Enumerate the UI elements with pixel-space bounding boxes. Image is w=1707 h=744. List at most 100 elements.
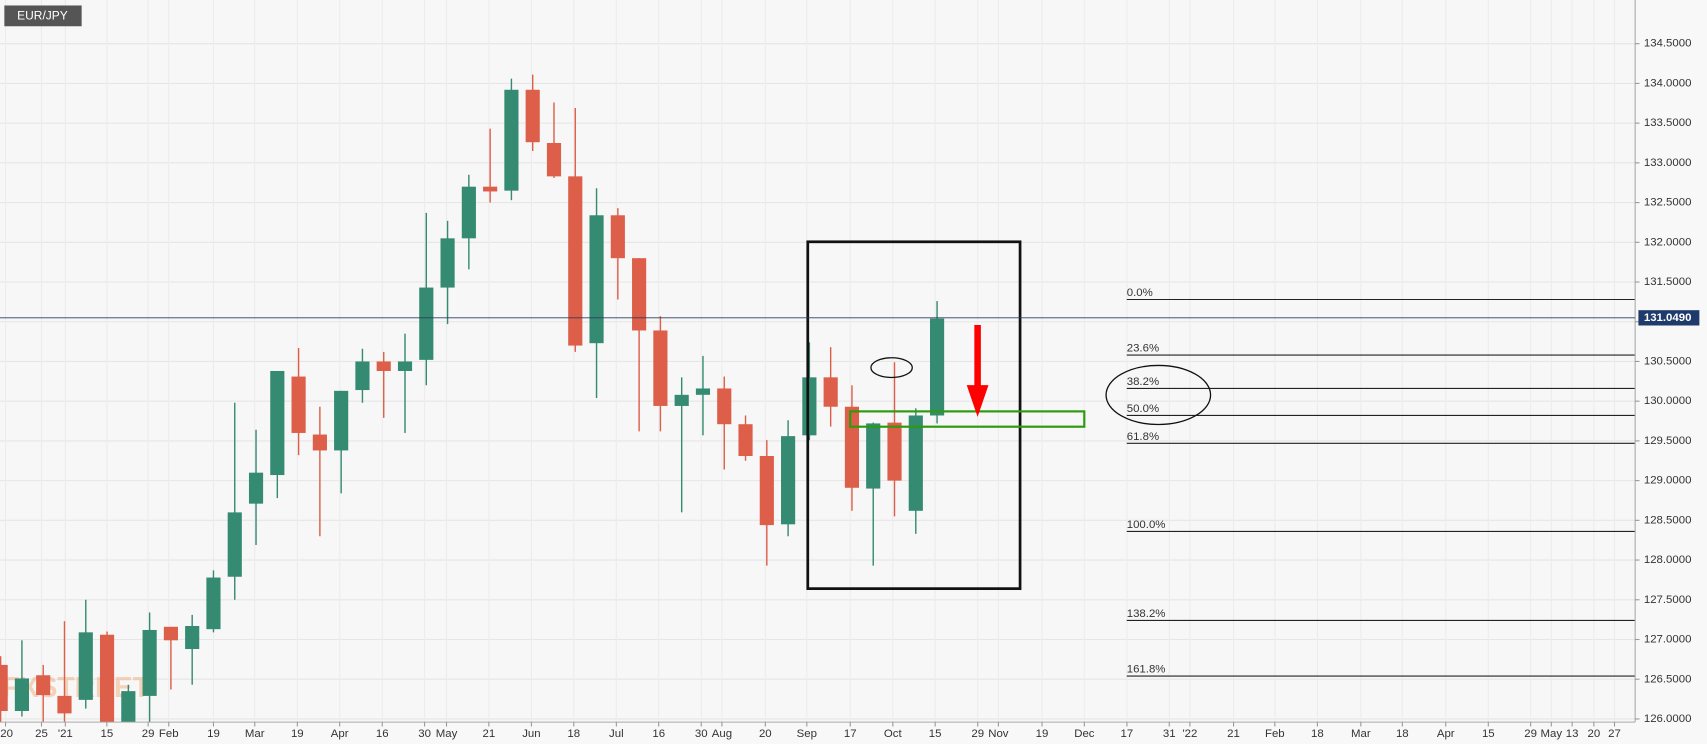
- y-tick-label: 133.5000: [1644, 117, 1692, 129]
- x-tick-label: 13: [1566, 728, 1579, 740]
- x-tick-label: Apr: [1437, 728, 1455, 740]
- candle-body: [36, 675, 51, 696]
- x-tick-label: 15: [929, 728, 942, 740]
- x-tick-label: Feb: [159, 728, 179, 740]
- fib-label: 23.6%: [1127, 343, 1159, 355]
- x-tick-label: 20: [1588, 728, 1601, 740]
- candle-body: [397, 361, 413, 371]
- y-tick-label: 134.5000: [1644, 38, 1692, 50]
- y-tick-label: 134.0000: [1644, 77, 1692, 89]
- candle-body: [142, 629, 157, 696]
- x-tick-label: 15: [100, 728, 113, 740]
- x-tick-label: 31: [1163, 728, 1176, 740]
- x-tick-label: Feb: [1265, 728, 1285, 740]
- x-tick-label: 21: [483, 728, 496, 740]
- x-tick-label: Aug: [712, 728, 732, 740]
- candle-body: [376, 361, 391, 371]
- x-tick-label: 27: [1608, 728, 1621, 740]
- x-tick-label: Nov: [988, 728, 1009, 740]
- y-tick-label: 129.5000: [1644, 435, 1692, 447]
- candle-body: [57, 695, 72, 714]
- candle-body: [440, 238, 455, 288]
- x-tick-label: Sep: [797, 728, 817, 740]
- x-tick-label: Dec: [1074, 728, 1095, 740]
- candle-body: [589, 215, 604, 344]
- fib-label: 61.8%: [1127, 431, 1159, 443]
- y-tick-label: 131.5000: [1644, 276, 1692, 288]
- x-tick-label: Jun: [522, 728, 540, 740]
- last-price-label: 131.0490: [1644, 312, 1692, 324]
- candle-body: [674, 394, 689, 406]
- candle-body: [738, 424, 753, 456]
- candle-body: [653, 330, 668, 406]
- x-tick-label: May: [436, 728, 458, 740]
- fib-label: 0.0%: [1127, 287, 1153, 299]
- candle-body: [695, 388, 711, 395]
- candle-body: [887, 422, 902, 481]
- y-tick-label: 127.0000: [1644, 634, 1692, 646]
- candle-body: [206, 577, 221, 630]
- y-tick-label: 130.0000: [1644, 395, 1692, 407]
- x-tick-label: 19: [291, 728, 304, 740]
- fibonacci: 0.0% 23.6% 38.2% 50.0% 61.8% 100.0% 138.2% 161.…: [1127, 287, 1636, 677]
- candle-body: [185, 625, 200, 650]
- y-tick-label: 126.5000: [1644, 673, 1692, 685]
- x-tick-label: 29: [971, 728, 984, 740]
- candle-body: [312, 434, 327, 451]
- candle-body: [844, 406, 860, 488]
- candle-body: [14, 678, 29, 711]
- y-tick-label: 132.0000: [1644, 236, 1692, 248]
- fib-label: 161.8%: [1127, 663, 1166, 675]
- x-tick-label: 15: [1482, 728, 1495, 740]
- y-tick-label: 133.0000: [1644, 157, 1692, 169]
- candle-body: [908, 415, 923, 511]
- candle-body: [163, 626, 178, 641]
- candle-body: [121, 691, 136, 723]
- candle-body: [930, 318, 945, 416]
- y-tick-label: 130.5000: [1644, 355, 1692, 367]
- candle-body: [525, 89, 540, 143]
- x-tick-label: 21: [1227, 728, 1240, 740]
- support-zone: [849, 410, 1086, 428]
- last-price-box: [1638, 310, 1700, 326]
- candle-body: [504, 89, 519, 191]
- x-tick-label: 29: [142, 728, 155, 740]
- candle-body: [546, 142, 562, 177]
- x-tick-label: 18: [1311, 728, 1324, 740]
- y-tick-label: 126.0000: [1644, 713, 1692, 725]
- candles: [0, 74, 945, 723]
- x-tick-label: 30: [418, 728, 431, 740]
- candle-body: [610, 215, 625, 259]
- x-tick-label: May: [1541, 728, 1563, 740]
- candle-body: [270, 370, 285, 476]
- candle-body: [419, 287, 434, 360]
- candle-body: [78, 632, 93, 700]
- x-tick-label: 29: [1524, 728, 1537, 740]
- candle-body: [99, 634, 115, 723]
- y-tick-label: 132.5000: [1644, 197, 1692, 209]
- x-tick-label: 19: [207, 728, 220, 740]
- x-tick-label: '22: [1182, 728, 1197, 740]
- candle-body: [759, 455, 774, 526]
- fib-label: 50.0%: [1127, 403, 1159, 415]
- x-tick-label: '21: [58, 728, 73, 740]
- x-tick-label: Mar: [1351, 728, 1371, 740]
- chart-title: EUR/JPY: [17, 9, 68, 23]
- fib-label: 138.2%: [1127, 608, 1166, 620]
- fib-label: 38.2%: [1127, 376, 1159, 388]
- x-tick-label: 18: [1396, 728, 1409, 740]
- x-tick-label: 16: [376, 728, 389, 740]
- x-tick-label: 16: [652, 728, 665, 740]
- candle-body: [461, 186, 476, 239]
- wick-circle: [870, 357, 913, 379]
- candle-body: [717, 388, 732, 425]
- x-tick-label: 25: [35, 728, 48, 740]
- candle-body: [568, 176, 583, 346]
- candle-body: [823, 377, 838, 407]
- x-tick-label: 30: [695, 728, 708, 740]
- fib-label: 100.0%: [1127, 519, 1166, 531]
- candle-body: [0, 664, 8, 711]
- x-tick-label: '20: [0, 728, 13, 740]
